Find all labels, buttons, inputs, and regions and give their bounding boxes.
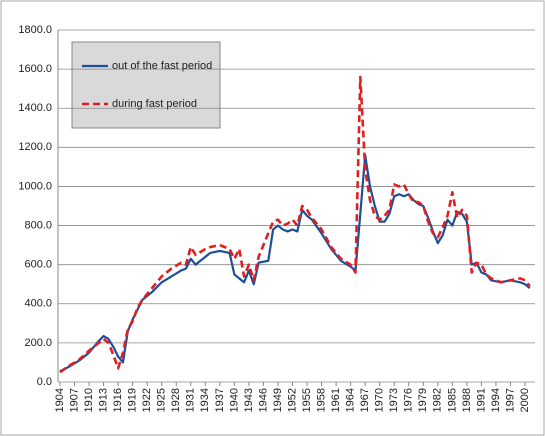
x-tick-label: 1910 xyxy=(83,388,95,412)
x-tick-label: 1982 xyxy=(432,388,444,412)
x-tick-label: 1934 xyxy=(199,388,211,412)
x-tick-label: 2000 xyxy=(519,388,531,412)
legend-label: out of the fast period xyxy=(112,60,212,72)
y-tick-label: 800.0 xyxy=(24,219,52,231)
x-tick-label: 1916 xyxy=(112,388,124,412)
series-line xyxy=(59,75,531,374)
x-tick-label: 1973 xyxy=(388,388,400,412)
y-tick-label: 1600.0 xyxy=(18,63,52,75)
y-tick-label: 1000.0 xyxy=(18,180,52,192)
x-tick-label: 1949 xyxy=(272,388,284,412)
x-tick-label: 1931 xyxy=(185,388,197,412)
x-tick-label: 1940 xyxy=(228,388,240,412)
x-tick-label: 1979 xyxy=(417,388,429,412)
legend-label: during fast period xyxy=(112,98,197,110)
legend-box xyxy=(71,41,221,129)
x-tick-label: 1928 xyxy=(170,388,182,412)
x-tick-label: 1985 xyxy=(446,388,458,412)
x-tick-label: 1937 xyxy=(214,388,226,412)
x-tick-label: 1967 xyxy=(359,388,371,412)
series-line xyxy=(59,154,531,373)
x-tick-label: 1970 xyxy=(374,388,386,412)
y-tick-label: 1200.0 xyxy=(18,141,52,153)
x-tick-label: 1919 xyxy=(127,388,139,412)
y-tick-label: 0.0 xyxy=(37,376,52,388)
x-tick-label: 1955 xyxy=(301,388,313,412)
y-tick-label: 1800.0 xyxy=(18,24,52,36)
x-tick-label: 1976 xyxy=(403,388,415,412)
x-tick-label: 1961 xyxy=(330,388,342,412)
x-tick-label: 1952 xyxy=(286,388,298,412)
y-tick-label: 600.0 xyxy=(24,259,52,271)
x-tick-label: 1922 xyxy=(141,388,153,412)
x-tick-label: 1958 xyxy=(315,388,327,412)
x-tick-label: 1946 xyxy=(257,388,269,412)
x-tick-label: 1907 xyxy=(68,388,80,412)
y-tick-label: 1400.0 xyxy=(18,102,52,114)
x-tick-label: 1997 xyxy=(504,388,516,412)
y-tick-label: 200.0 xyxy=(24,337,52,349)
x-tick-label: 1994 xyxy=(490,388,502,412)
x-tick-label: 1904 xyxy=(54,388,66,412)
x-tick-label: 1943 xyxy=(243,388,255,412)
x-tick-label: 1925 xyxy=(156,388,168,412)
x-tick-label: 1964 xyxy=(345,388,357,412)
x-tick-label: 1913 xyxy=(98,388,110,412)
x-tick-label: 1988 xyxy=(461,388,473,412)
y-tick-label: 400.0 xyxy=(24,298,52,310)
x-tick-label: 1991 xyxy=(475,388,487,412)
